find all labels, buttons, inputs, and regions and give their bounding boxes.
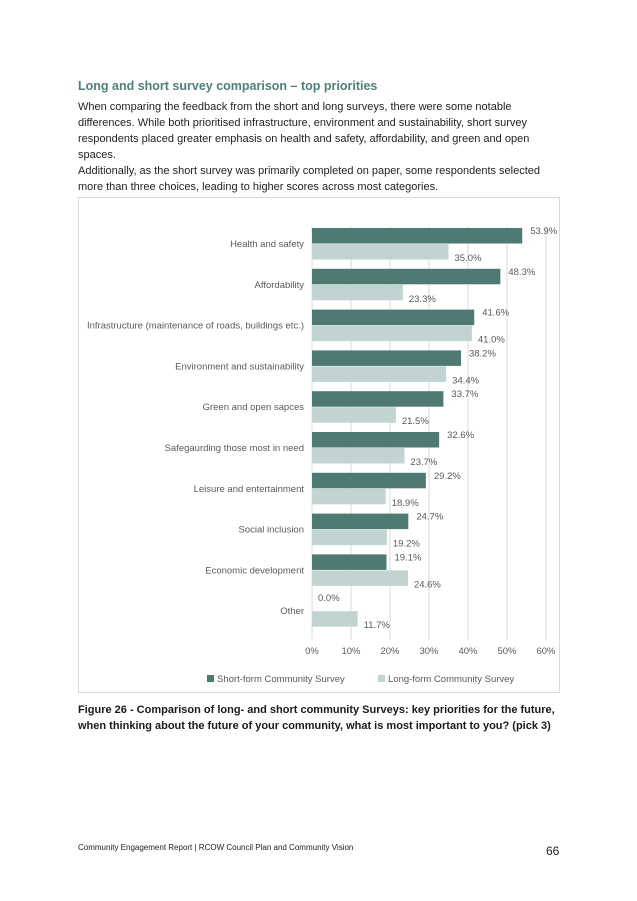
data-label: 11.7% [364,620,391,631]
footer-text: Community Engagement Report | RCOW Counc… [78,843,354,852]
data-label: 23.3% [409,294,436,305]
category-label: Green and open sapces [203,402,305,413]
legend-swatch [378,675,385,682]
data-label: 24.7% [416,512,443,523]
page-number: 66 [546,844,560,858]
bar-long-form [312,325,472,342]
section-heading: Long and short survey comparison – top p… [78,79,378,93]
bar-short-form [312,350,461,366]
bar-long-form [312,366,447,382]
data-label: 19.2% [393,539,420,550]
x-tick-label: 20% [380,646,400,657]
data-label: 48.3% [508,267,535,278]
category-label: Leisure and entertainment [194,484,305,495]
chart-container: 0% 10% 20% 30% 40% 50% 60% Health and safety 53.… [78,197,560,693]
bar-short-form [312,472,426,489]
category-label: Infrastructure (maintenance of roads, bu… [87,321,304,332]
legend-label: Short-form Community Survey [217,674,345,685]
data-label: 21.5% [402,416,429,427]
bar-short-form [312,268,501,285]
x-tick-label: 0% [305,646,319,657]
x-tick-label: 50% [497,646,517,657]
data-label: 41.0% [478,335,505,346]
paragraph-2: Additionally, as the short survey was pr… [78,165,541,193]
bar-long-form [312,611,358,627]
data-label: 32.6% [447,430,474,441]
bar-short-form [312,391,444,407]
data-label: 53.9% [530,226,557,237]
bar-chart: 0% 10% 20% 30% 40% 50% 60% Health and safety 53.… [87,226,558,685]
bar-short-form [312,309,475,326]
category-label: Safegaurding those most in need [165,443,304,454]
bar-long-form [312,448,405,464]
legend-label: Long-form Community Survey [388,674,514,685]
data-label: 35.0% [455,253,482,264]
figure-caption: Figure 26 - Comparison of long- and shor… [78,704,555,732]
bar-long-form [312,244,449,260]
data-label: 34.4% [452,375,479,386]
bar-long-form [312,570,408,586]
bar-short-form [312,228,523,244]
bar-long-form [312,407,396,423]
category-label: Other [280,606,304,617]
legend-swatch [207,675,214,682]
category-label: Social inclusion [239,525,304,536]
data-label: 0.0% [318,593,340,604]
data-label: 29.2% [434,471,461,482]
paragraph-1: When comparing the feedback from the sho… [78,101,530,161]
data-label: 41.6% [482,308,509,319]
data-label: 24.6% [414,579,441,590]
x-tick-label: 10% [341,646,361,657]
category-label: Health and safety [230,239,304,250]
data-label: 38.2% [469,348,496,359]
bar-short-form [312,554,387,570]
bar-short-form [312,432,440,448]
bar-short-form [312,513,409,530]
data-label: 18.9% [392,498,419,509]
data-label: 19.1% [394,552,421,563]
category-label: Affordability [255,280,305,291]
data-label: 23.7% [410,457,437,468]
x-tick-label: 60% [536,646,556,657]
bar-long-form [312,488,386,505]
data-label: 33.7% [451,389,478,400]
bar-long-form [312,284,403,301]
x-tick-label: 40% [458,646,478,657]
x-tick-label: 30% [419,646,439,657]
bar-long-form [312,529,387,546]
category-label: Economic development [205,565,304,576]
category-label: Environment and sustainability [175,361,304,372]
